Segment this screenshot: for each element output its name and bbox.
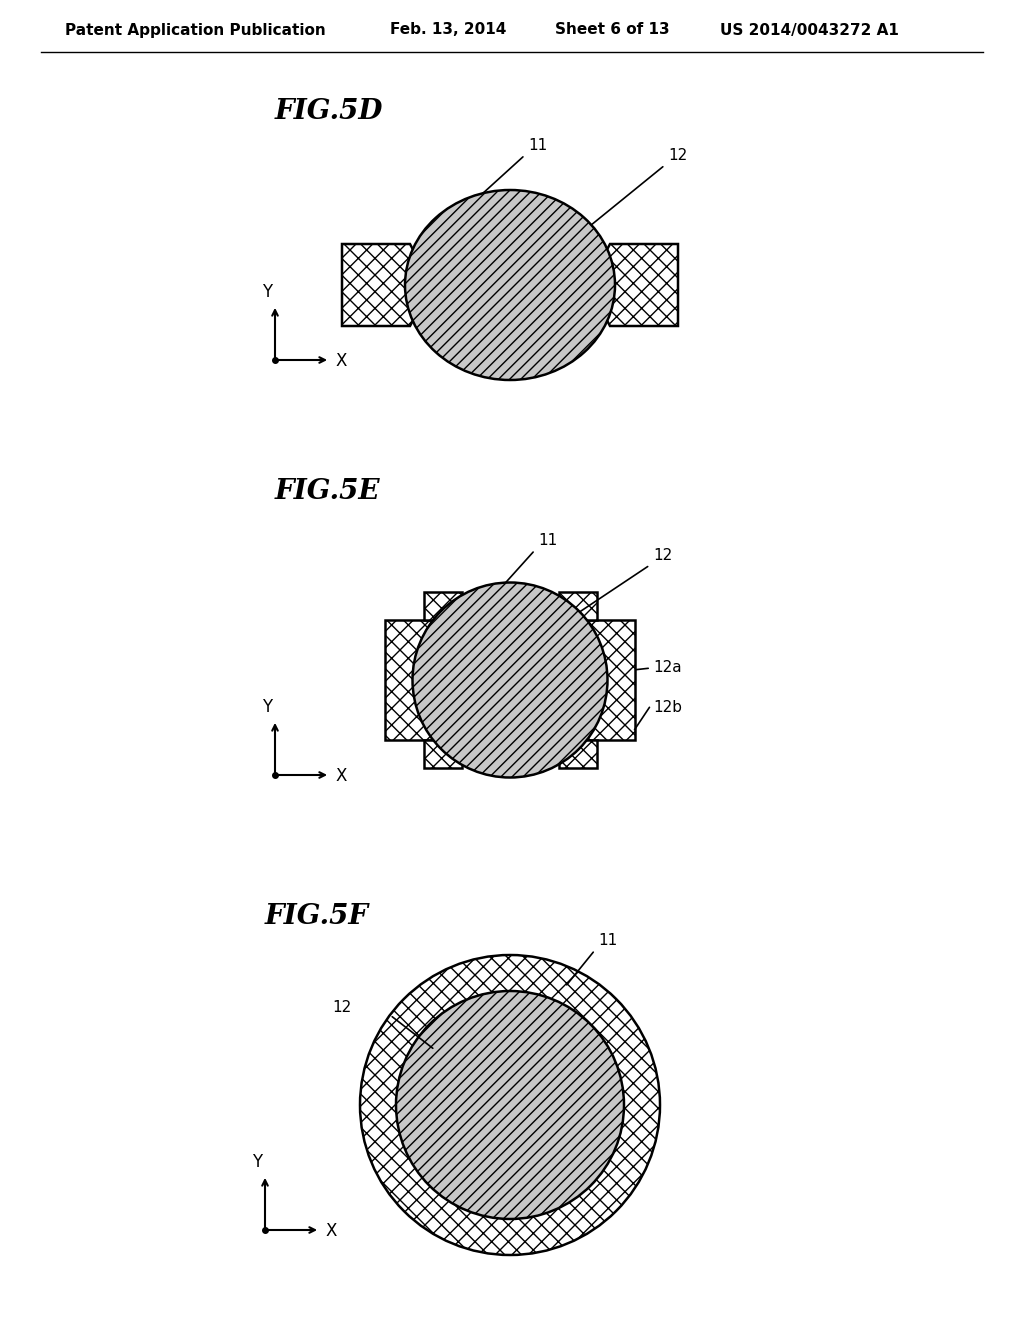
Bar bbox=[424, 591, 462, 620]
Text: Y: Y bbox=[252, 1152, 262, 1171]
Bar bbox=[424, 741, 462, 768]
Text: Sheet 6 of 13: Sheet 6 of 13 bbox=[555, 22, 670, 37]
Text: FIG.5E: FIG.5E bbox=[275, 478, 381, 506]
Text: 12: 12 bbox=[653, 548, 672, 564]
Text: Patent Application Publication: Patent Application Publication bbox=[65, 22, 326, 37]
Text: X: X bbox=[335, 352, 346, 370]
Text: 12b: 12b bbox=[653, 701, 682, 715]
Text: Feb. 13, 2014: Feb. 13, 2014 bbox=[390, 22, 507, 37]
Text: FIG.5D: FIG.5D bbox=[275, 98, 384, 125]
Ellipse shape bbox=[360, 954, 660, 1255]
Bar bbox=[558, 741, 597, 768]
Bar bbox=[520, 620, 635, 741]
Text: X: X bbox=[335, 767, 346, 785]
Text: 11: 11 bbox=[538, 533, 557, 548]
Text: Y: Y bbox=[262, 282, 272, 301]
Bar bbox=[558, 591, 597, 620]
Text: 12: 12 bbox=[332, 1001, 351, 1015]
Bar bbox=[558, 591, 597, 620]
Text: 12a: 12a bbox=[653, 660, 682, 676]
Bar bbox=[558, 741, 597, 768]
Text: FIG.5F: FIG.5F bbox=[265, 903, 369, 931]
Ellipse shape bbox=[396, 991, 624, 1218]
Bar bbox=[385, 620, 500, 741]
Text: 11: 11 bbox=[598, 933, 617, 948]
Bar bbox=[424, 741, 462, 768]
Polygon shape bbox=[588, 244, 678, 326]
Bar bbox=[424, 591, 462, 620]
Text: Y: Y bbox=[262, 698, 272, 715]
Text: US 2014/0043272 A1: US 2014/0043272 A1 bbox=[720, 22, 899, 37]
Text: X: X bbox=[325, 1222, 336, 1239]
Text: 11: 11 bbox=[528, 139, 547, 153]
Text: 12: 12 bbox=[668, 148, 687, 162]
Ellipse shape bbox=[421, 657, 465, 702]
Bar bbox=[520, 620, 635, 741]
Ellipse shape bbox=[413, 582, 607, 777]
Bar bbox=[385, 620, 500, 741]
Polygon shape bbox=[342, 244, 432, 326]
Ellipse shape bbox=[555, 657, 599, 702]
Ellipse shape bbox=[406, 190, 615, 380]
